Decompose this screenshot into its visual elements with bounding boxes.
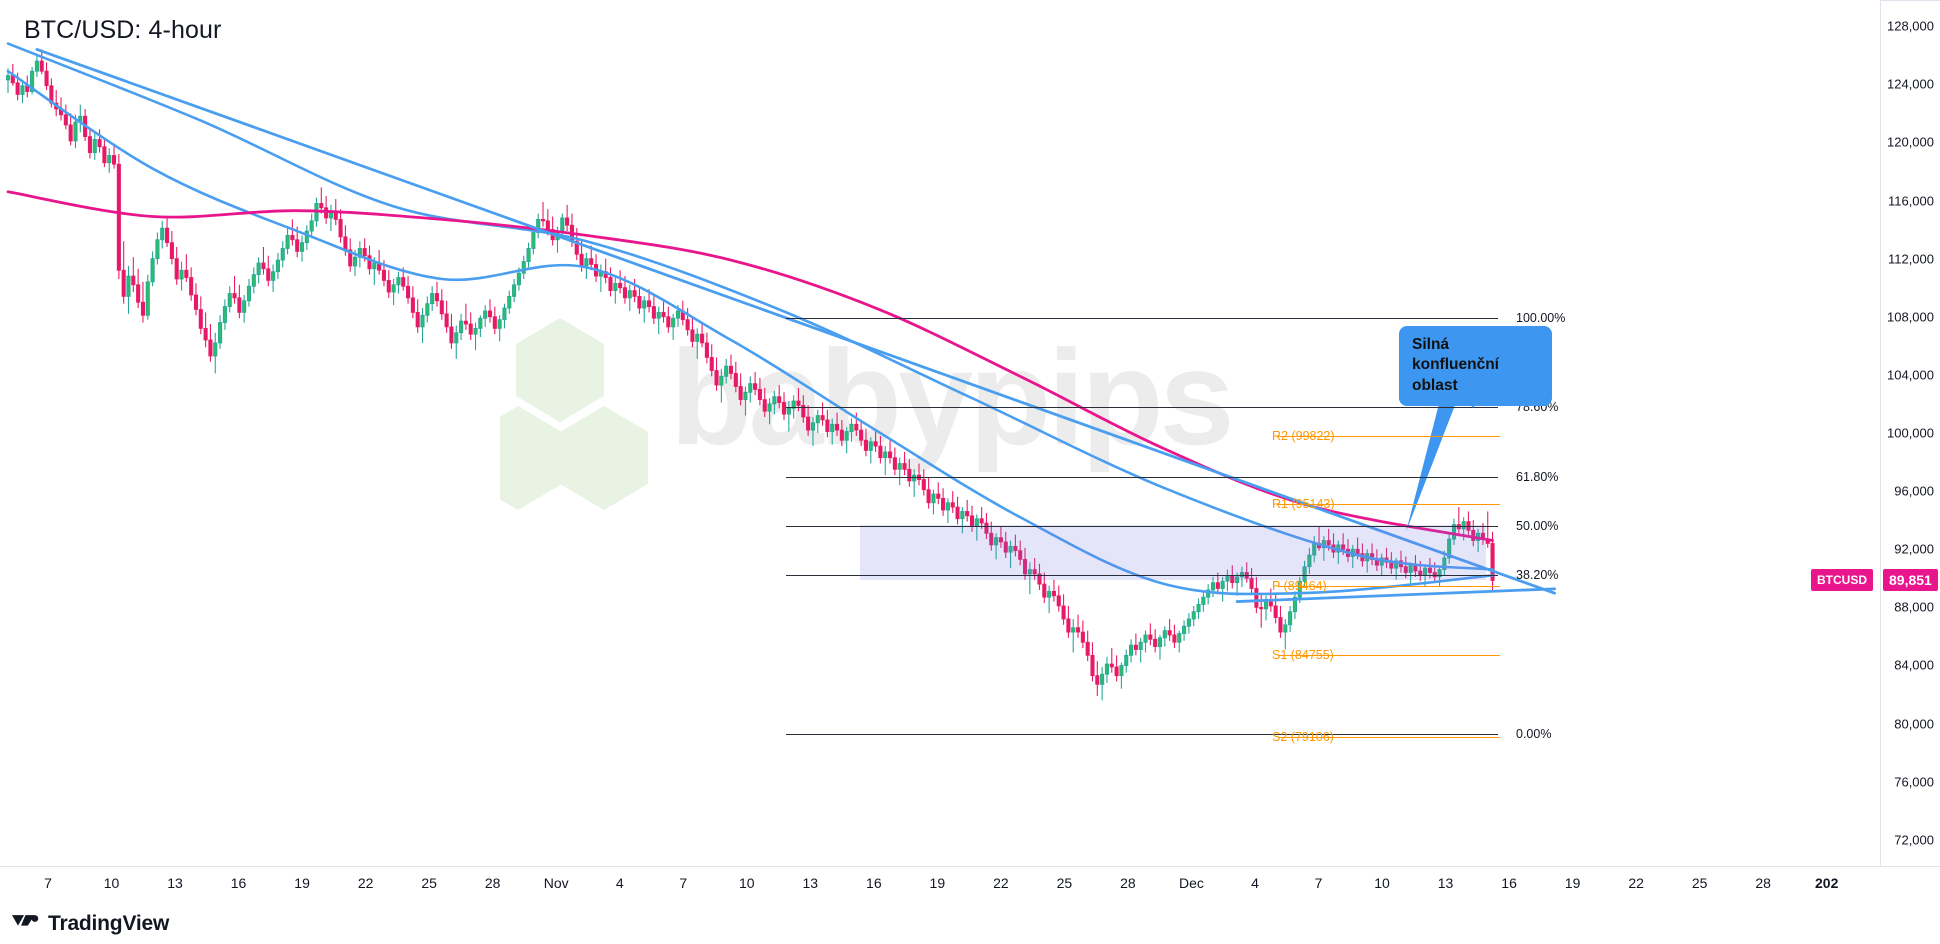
- price-tick-label: 88,000: [1894, 599, 1934, 615]
- pivot-level-label: S2 (79106): [1272, 729, 1334, 744]
- time-tick-label: 10: [103, 875, 120, 891]
- fib-level-line[interactable]: [786, 318, 1498, 320]
- fib-level-label: 50.00%: [1516, 518, 1559, 533]
- time-tick-label: 19: [929, 875, 946, 891]
- price-tick-label: 108,000: [1887, 309, 1934, 325]
- fib-level-label: 100.00%: [1516, 311, 1566, 326]
- time-axis-separator: [0, 866, 1940, 867]
- fib-level-label: 0.00%: [1516, 726, 1552, 741]
- time-tick-label: 25: [1691, 875, 1708, 891]
- time-tick-label: 25: [1056, 875, 1073, 891]
- time-tick-label: 19: [1564, 875, 1581, 891]
- pivot-level-label: S1 (84755): [1272, 647, 1334, 662]
- time-tick-label: 202: [1815, 875, 1839, 891]
- time-axis[interactable]: 7 10 13 16 19 22 25 28 Nov 4 7 10 13 16 19 22 25 28 Dec 4 7 1…: [0, 867, 1880, 907]
- time-tick-label: 4: [615, 875, 624, 891]
- pivot-level-label: R1 (95143): [1272, 496, 1335, 511]
- fib-level-line[interactable]: [786, 575, 1498, 577]
- price-axis[interactable]: 128,000 124,000 120,000 116,000 112,000 108,0…: [1881, 0, 1940, 866]
- time-tick-label: 10: [738, 875, 755, 891]
- price-tick-label: 72,000: [1894, 832, 1934, 848]
- price-tick-label: 104,000: [1887, 367, 1934, 383]
- time-tick-label: 22: [357, 875, 374, 891]
- time-tick-label: Nov: [543, 875, 569, 891]
- fib-level-label: 38.20%: [1516, 568, 1559, 583]
- fib-level-line[interactable]: [786, 733, 1498, 735]
- pivot-level-line[interactable]: [1278, 503, 1500, 505]
- time-tick-label: 10: [1374, 875, 1390, 891]
- annotation-callout-tail: [1462, 394, 1484, 408]
- last-price-badge[interactable]: 89,851: [1883, 569, 1938, 592]
- page-title: BTC/USD: 4-hour: [24, 16, 222, 44]
- time-tick-label: 28: [1755, 875, 1771, 891]
- tradingview-logo-icon: [12, 914, 39, 926]
- price-tick-label: 112,000: [1887, 251, 1934, 267]
- time-tick-label: 7: [44, 875, 52, 891]
- time-tick-label: 25: [421, 875, 437, 891]
- price-tick-label: 96,000: [1894, 483, 1934, 499]
- price-tick-label: 116,000: [1887, 193, 1934, 209]
- time-tick-label: 22: [993, 875, 1009, 891]
- fib-level-line[interactable]: [786, 406, 1498, 408]
- time-tick-label: 13: [167, 875, 183, 891]
- time-tick-label: 7: [1314, 875, 1323, 891]
- price-tick-label: 80,000: [1894, 716, 1934, 732]
- price-tick-label: 128,000: [1887, 18, 1934, 34]
- chart-plot-area[interactable]: babypips 100.00% 78.60% 61.80% 50.00% 38.20%…: [0, 0, 1880, 866]
- time-tick-label: 13: [802, 875, 819, 891]
- pivot-level-line[interactable]: [1278, 586, 1500, 588]
- price-tick-label: 76,000: [1894, 774, 1934, 790]
- price-axis-separator: [1880, 0, 1881, 866]
- price-tick-label: 92,000: [1894, 541, 1934, 557]
- pivot-level-label: P (89464): [1272, 579, 1327, 594]
- pivot-level-label: R2 (99822): [1272, 428, 1335, 443]
- time-tick-label: 16: [1501, 875, 1517, 891]
- time-tick-label: 28: [484, 875, 501, 891]
- fib-level-line[interactable]: [786, 476, 1498, 478]
- fib-level-label: 61.80%: [1516, 469, 1559, 484]
- time-tick-label: Dec: [1179, 875, 1204, 891]
- price-tick-label: 84,000: [1894, 657, 1934, 673]
- price-tick-label: 124,000: [1887, 76, 1934, 92]
- pivot-level-line[interactable]: [1278, 736, 1500, 738]
- time-tick-label: 4: [1251, 875, 1259, 891]
- price-tick-label: 100,000: [1887, 425, 1934, 441]
- ticker-badge[interactable]: BTCUSD: [1811, 569, 1873, 592]
- time-tick-label: 7: [679, 875, 688, 891]
- annotation-callout[interactable]: Silná konfluenční oblast: [1399, 326, 1552, 407]
- tradingview-logo: TradingView: [12, 912, 169, 936]
- time-tick-label: 22: [1628, 875, 1644, 891]
- annotation-text: Silná konfluenční oblast: [1412, 336, 1499, 394]
- time-tick-label: 28: [1120, 875, 1136, 891]
- pivot-level-line[interactable]: [1278, 435, 1500, 437]
- fib-level-line[interactable]: [786, 525, 1498, 527]
- time-tick-label: 19: [294, 875, 310, 891]
- price-tick-label: 120,000: [1887, 134, 1934, 150]
- tradingview-brand-name: TradingView: [48, 912, 170, 935]
- price-series-svg: [5, 42, 1556, 701]
- pivot-level-line[interactable]: [1278, 654, 1500, 656]
- time-tick-label: 16: [230, 875, 247, 891]
- time-tick-label: 16: [866, 875, 882, 891]
- confluence-zone-box[interactable]: [860, 524, 1486, 580]
- time-tick-label: 13: [1437, 875, 1454, 891]
